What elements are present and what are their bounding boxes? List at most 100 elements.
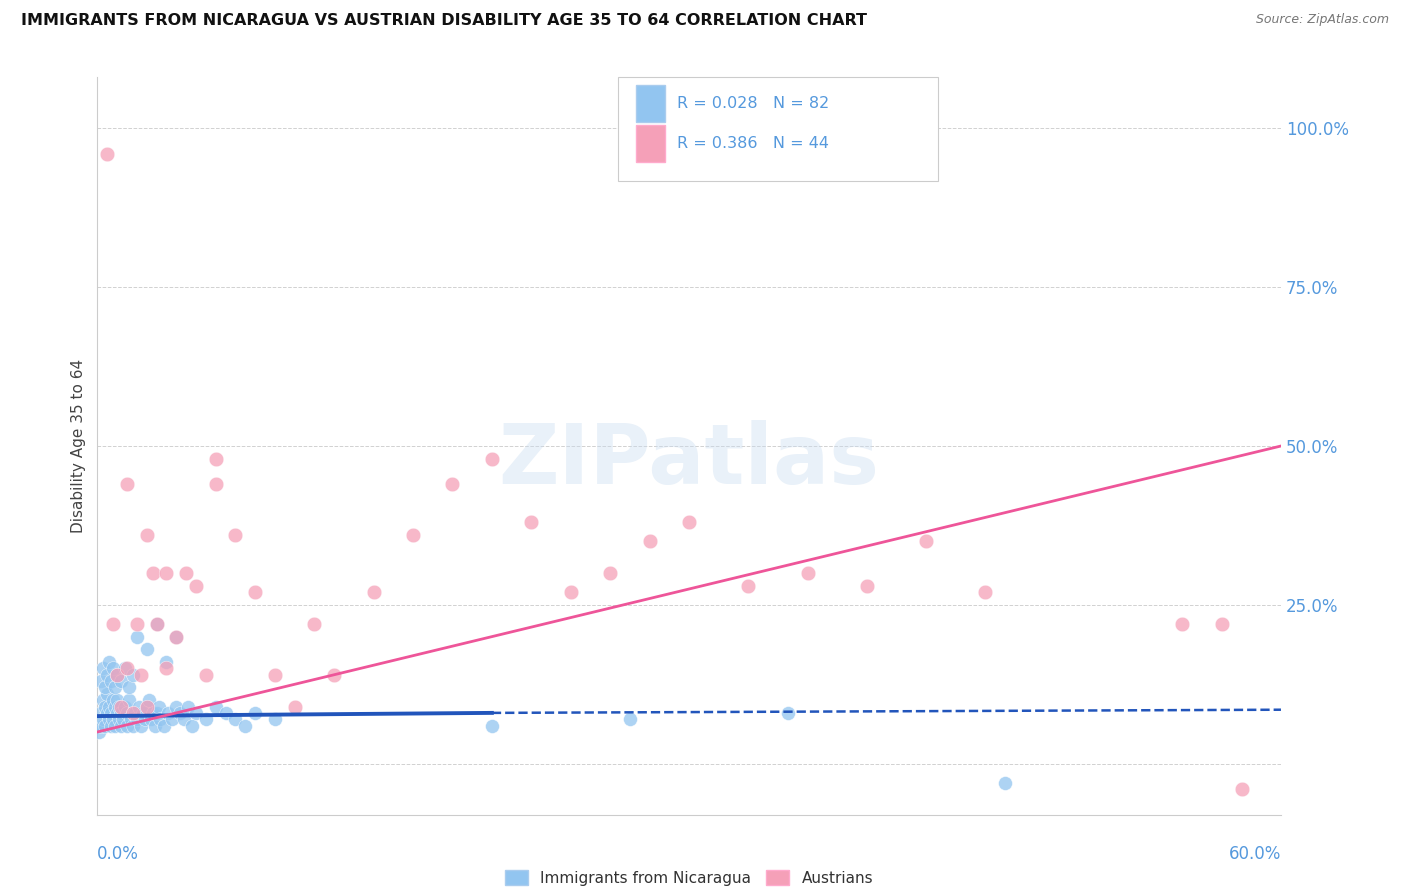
Point xyxy=(165,630,187,644)
Point xyxy=(89,725,111,739)
Point xyxy=(110,718,132,732)
Point xyxy=(155,661,177,675)
Point xyxy=(108,712,131,726)
Point xyxy=(94,699,117,714)
Point xyxy=(129,667,152,681)
Point xyxy=(101,712,124,726)
Point xyxy=(91,661,114,675)
Point xyxy=(121,718,143,732)
Point xyxy=(128,699,150,714)
Point xyxy=(91,712,114,726)
Point xyxy=(135,699,157,714)
Point xyxy=(101,616,124,631)
Point xyxy=(181,718,204,732)
Point xyxy=(1211,616,1233,631)
Point xyxy=(90,718,112,732)
Point xyxy=(165,699,187,714)
Text: R = 0.028   N = 82: R = 0.028 N = 82 xyxy=(678,95,830,111)
Point xyxy=(94,718,117,732)
Point xyxy=(121,667,143,681)
Point xyxy=(96,146,118,161)
Point xyxy=(441,477,464,491)
Point xyxy=(678,515,700,529)
Text: ZIPatlas: ZIPatlas xyxy=(499,420,880,501)
Point xyxy=(994,776,1017,790)
Point xyxy=(855,579,877,593)
Point xyxy=(96,667,118,681)
Point xyxy=(402,528,425,542)
Point xyxy=(224,528,246,542)
Point xyxy=(520,515,543,529)
Point xyxy=(243,585,266,599)
Point xyxy=(619,712,641,726)
Point xyxy=(165,630,187,644)
Point xyxy=(560,585,582,599)
Y-axis label: Disability Age 35 to 64: Disability Age 35 to 64 xyxy=(72,359,86,533)
Point xyxy=(101,693,124,707)
Point xyxy=(776,706,799,720)
Point xyxy=(135,528,157,542)
Point xyxy=(148,699,170,714)
Point xyxy=(142,706,165,720)
Point xyxy=(110,706,132,720)
Point xyxy=(135,699,157,714)
Point xyxy=(98,699,121,714)
Point xyxy=(98,655,121,669)
Legend: Immigrants from Nicaragua, Austrians: Immigrants from Nicaragua, Austrians xyxy=(499,863,879,892)
Point xyxy=(184,706,207,720)
Point xyxy=(194,667,217,681)
Point xyxy=(96,687,118,701)
Point xyxy=(114,699,136,714)
Point xyxy=(110,674,132,689)
Point xyxy=(157,706,180,720)
Point xyxy=(118,681,141,695)
Point xyxy=(115,661,138,675)
Point xyxy=(142,566,165,580)
Point xyxy=(98,712,121,726)
Point xyxy=(145,706,167,720)
Point xyxy=(155,655,177,669)
Point xyxy=(124,706,146,720)
Point xyxy=(121,706,143,720)
Point xyxy=(105,706,128,720)
Point xyxy=(125,616,148,631)
Point xyxy=(184,579,207,593)
Point xyxy=(204,451,226,466)
Point xyxy=(214,706,236,720)
Point xyxy=(135,642,157,657)
Point xyxy=(132,706,155,720)
Point xyxy=(94,681,117,695)
Point xyxy=(363,585,385,599)
Point xyxy=(105,693,128,707)
Point xyxy=(481,718,503,732)
Point xyxy=(915,534,938,549)
Point xyxy=(284,699,307,714)
Point xyxy=(599,566,621,580)
Point xyxy=(1230,782,1253,797)
Point xyxy=(233,718,256,732)
Point xyxy=(796,566,818,580)
Point xyxy=(481,451,503,466)
Point xyxy=(155,566,177,580)
Point xyxy=(149,712,172,726)
Point xyxy=(104,718,127,732)
Point xyxy=(162,712,184,726)
Text: IMMIGRANTS FROM NICARAGUA VS AUSTRIAN DISABILITY AGE 35 TO 64 CORRELATION CHART: IMMIGRANTS FROM NICARAGUA VS AUSTRIAN DI… xyxy=(21,13,868,29)
Point xyxy=(974,585,997,599)
FancyBboxPatch shape xyxy=(619,78,938,181)
Point xyxy=(139,712,162,726)
Text: Source: ZipAtlas.com: Source: ZipAtlas.com xyxy=(1256,13,1389,27)
Point xyxy=(737,579,759,593)
Point xyxy=(145,616,167,631)
Bar xyxy=(636,85,665,121)
Point xyxy=(120,712,142,726)
Point xyxy=(100,718,122,732)
Point xyxy=(194,712,217,726)
Point xyxy=(108,699,131,714)
Point xyxy=(90,674,112,689)
Bar xyxy=(636,126,665,162)
Point xyxy=(145,616,167,631)
Point xyxy=(264,712,287,726)
Point xyxy=(138,693,160,707)
Point xyxy=(224,712,246,726)
